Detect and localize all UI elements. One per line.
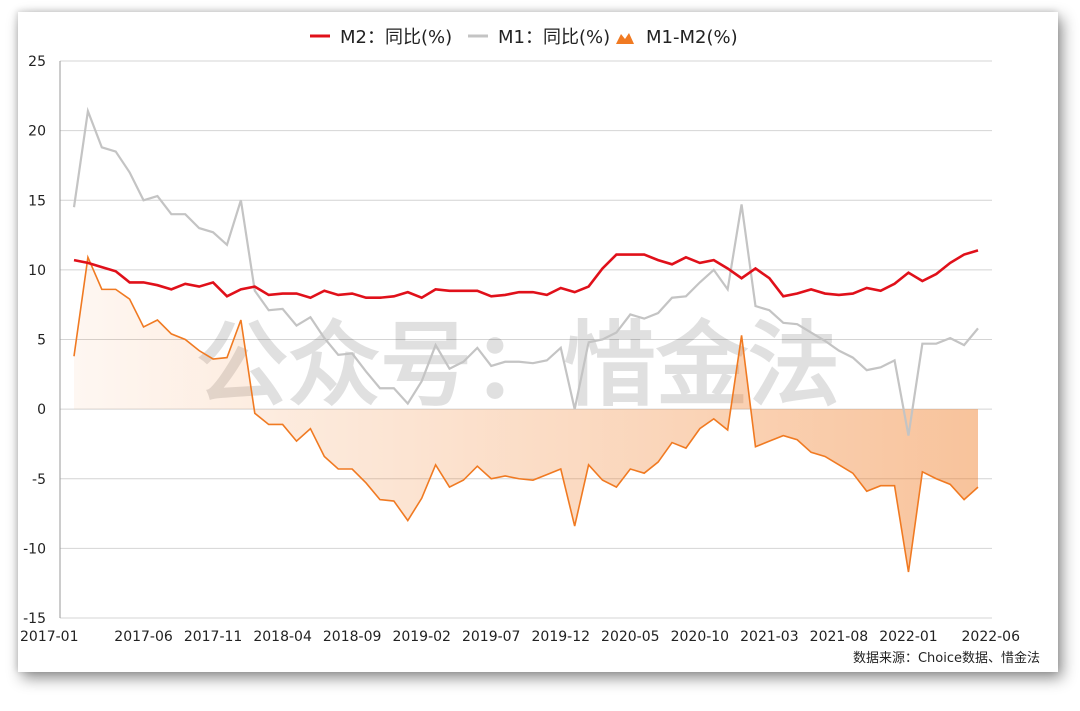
x-tick-label: 2018-09	[323, 629, 382, 645]
legend-label: M2：同比(%)	[340, 27, 452, 48]
y-tick-label: 15	[28, 193, 46, 209]
legend-item-m1[interactable]: M1：同比(%)	[468, 27, 610, 48]
legend-label: M1：同比(%)	[498, 27, 610, 48]
x-tick-label: 2019-02	[392, 629, 451, 645]
series-layer	[72, 106, 979, 573]
y-tick-label: 10	[28, 263, 46, 279]
legend: M2：同比(%) M1：同比(%) M1-M2(%)	[310, 27, 738, 48]
diff-area-fill	[74, 257, 978, 573]
x-tick-label: 2022-01	[879, 629, 938, 645]
y-tick-label: 20	[28, 124, 46, 140]
y-tick-label: -10	[23, 541, 46, 557]
x-tick-label: 2018-04	[253, 629, 312, 645]
chart-svg: 25 20 15 10 5 0 -5 -10 -15 2017-01 2017-06 2017-11…	[20, 27, 1040, 666]
x-tick-label: 2020-05	[601, 629, 660, 645]
y-tick-label: 0	[37, 402, 46, 418]
y-axis-ticks: 25 20 15 10 5 0 -5 -10 -15	[23, 54, 46, 627]
x-tick-label: 2017-01	[20, 629, 79, 645]
area-icon	[616, 33, 634, 44]
x-tick-label: 2017-11	[184, 629, 243, 645]
x-tick-label: 2019-12	[532, 629, 591, 645]
x-tick-label: 2017-06	[114, 629, 173, 645]
series-line-m2	[73, 249, 979, 300]
x-tick-label: 2020-10	[671, 629, 730, 645]
chart-frame: 25 20 15 10 5 0 -5 -10 -15 2017-01 2017-06 2017-11…	[18, 12, 1058, 672]
x-axis-ticks: 2017-01 2017-06 2017-11 2018-04 2018-09 2019-…	[20, 629, 1020, 645]
series-line-m1-m2	[73, 254, 979, 573]
source-note: 数据来源：Choice数据、惜金法	[853, 650, 1040, 666]
x-tick-label: 2022-06	[962, 629, 1021, 645]
legend-item-m1-m2[interactable]: M1-M2(%)	[616, 27, 738, 48]
y-tick-label: 5	[37, 333, 46, 349]
legend-item-m2[interactable]: M2：同比(%)	[310, 27, 452, 48]
x-tick-label: 2021-03	[740, 629, 799, 645]
y-tick-label: 25	[28, 54, 46, 70]
legend-label: M1-M2(%)	[646, 27, 738, 48]
y-tick-label: -15	[23, 611, 46, 627]
x-tick-label: 2021-08	[810, 629, 869, 645]
y-tick-label: -5	[32, 472, 46, 488]
series-line-m1	[72, 106, 979, 436]
x-tick-label: 2019-07	[462, 629, 521, 645]
